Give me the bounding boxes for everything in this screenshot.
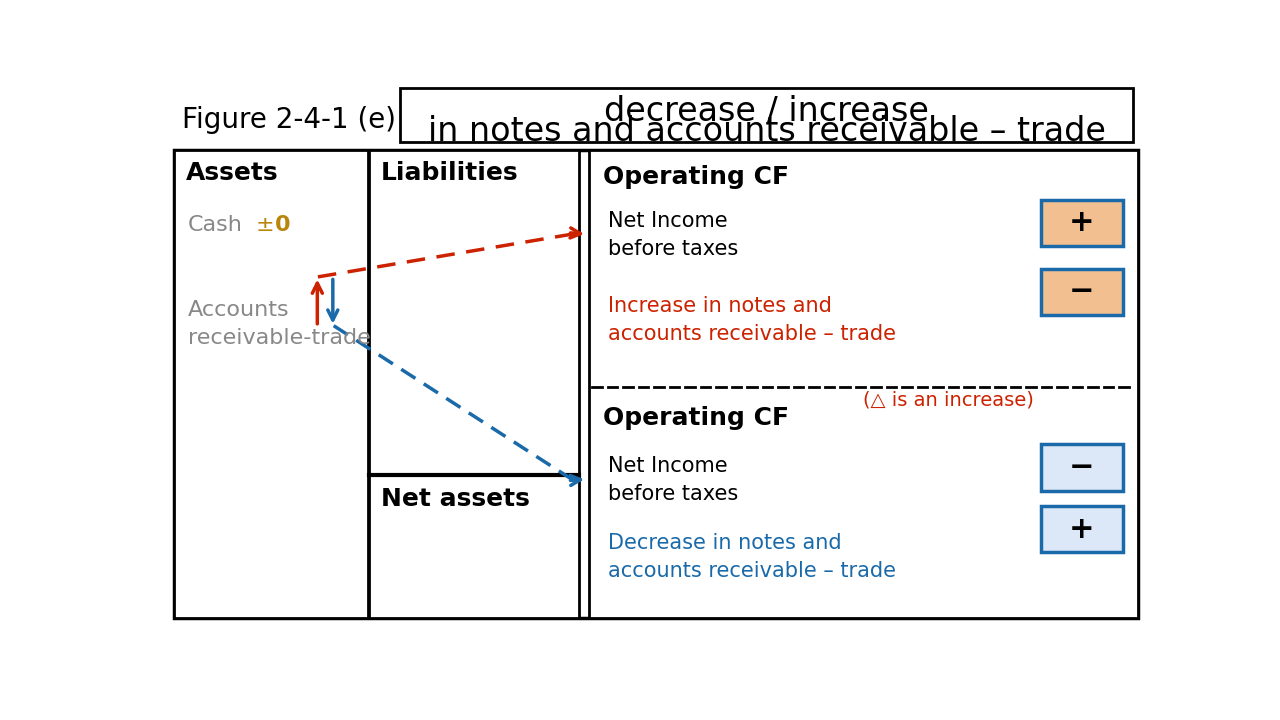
FancyBboxPatch shape [1041, 506, 1123, 552]
FancyBboxPatch shape [174, 150, 367, 618]
Text: +: + [1069, 208, 1094, 237]
FancyBboxPatch shape [369, 150, 579, 618]
Text: Decrease in notes and
accounts receivable – trade: Decrease in notes and accounts receivabl… [608, 533, 896, 581]
Text: Operating CF: Operating CF [603, 165, 788, 189]
Text: (△ is an increase): (△ is an increase) [863, 390, 1034, 410]
Text: +: + [1069, 515, 1094, 544]
Text: in notes and accounts receivable – trade: in notes and accounts receivable – trade [428, 115, 1106, 148]
Text: Figure 2-4-1 (e): Figure 2-4-1 (e) [182, 106, 396, 134]
Text: Operating CF: Operating CF [603, 406, 788, 430]
Text: Accounts
receivable-trade: Accounts receivable-trade [188, 300, 371, 348]
Text: Liabilities: Liabilities [381, 161, 518, 185]
FancyBboxPatch shape [401, 88, 1133, 142]
Text: ±: ± [255, 215, 274, 235]
Text: −: − [1069, 453, 1094, 482]
Text: Assets: Assets [186, 161, 278, 185]
Text: −: − [1069, 277, 1094, 307]
Text: Increase in notes and
accounts receivable – trade: Increase in notes and accounts receivabl… [608, 296, 896, 344]
FancyBboxPatch shape [589, 150, 1138, 618]
FancyBboxPatch shape [1041, 199, 1123, 246]
Text: Cash: Cash [188, 215, 243, 235]
Text: Net assets: Net assets [381, 487, 530, 510]
Text: Net Income
before taxes: Net Income before taxes [608, 211, 739, 259]
FancyBboxPatch shape [1041, 444, 1123, 490]
Text: 0: 0 [275, 215, 291, 235]
Text: Net Income
before taxes: Net Income before taxes [608, 456, 739, 504]
Text: decrease / increase: decrease / increase [604, 95, 929, 128]
FancyBboxPatch shape [174, 150, 1138, 618]
FancyBboxPatch shape [1041, 269, 1123, 315]
